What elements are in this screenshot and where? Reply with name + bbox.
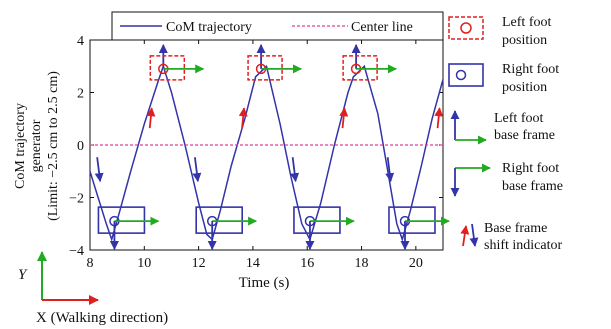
y-tick-label: 2 (77, 87, 84, 102)
legend-left-foot-icon (448, 16, 484, 40)
legend-left-foot-label-2: position (502, 33, 547, 48)
legend-right-foot-icon (448, 63, 484, 87)
shift-indicator-down (192, 157, 202, 183)
legend-shift-label-1: Base frame (484, 221, 547, 236)
shift-indicator-up (146, 107, 156, 129)
x-tick-label: 14 (246, 256, 260, 271)
right-foot-box (97, 206, 146, 234)
y-tick-label: −2 (69, 192, 84, 207)
y-tick-label: −4 (69, 244, 84, 259)
legend-right: Left foot position Right foot position L… (448, 15, 563, 253)
y-axis-title-line-3: (Limit: −2.5 cm to 2.5 cm) (46, 71, 61, 221)
left-foot-box (342, 55, 378, 81)
shift-indicator-up (434, 107, 444, 129)
legend-label-com: CoM trajectory (166, 20, 252, 35)
coordinate-axes-glyph: Y X (Walking direction) (18, 251, 168, 326)
legend-right-foot-label-1: Right foot (502, 62, 559, 77)
y-tick-label: 0 (77, 139, 84, 154)
y-axis-title-line-1: CoM trajectory (13, 103, 28, 189)
legend-right-foot-circle (455, 69, 467, 81)
left-foot-box (247, 55, 283, 81)
legend-shift-label-2: shift indicator (484, 238, 562, 253)
x-tick-label: 12 (192, 256, 206, 271)
x-tick-label: 18 (355, 256, 369, 271)
x-tick-label: 16 (300, 256, 314, 271)
legend-box (111, 11, 444, 41)
shift-indicator-down (94, 157, 104, 183)
legend-left-foot-circle (460, 22, 472, 34)
x-axis-title: Time (s) (239, 275, 290, 291)
x-tick-label: 8 (87, 256, 94, 271)
legend-shift-arrow-down (469, 223, 479, 247)
shift-indicator-up (238, 107, 248, 129)
y-direction-label: Y (18, 267, 28, 283)
left-foot-box (149, 55, 186, 81)
legend-right-base-label-2: base frame (502, 179, 563, 194)
legend-right-base-label-1: Right foot (502, 161, 559, 176)
x-tick-label: 10 (137, 256, 151, 271)
com-trajectory-line (89, 63, 444, 243)
shift-indicator-down (385, 157, 395, 183)
shift-indicator-down (290, 157, 300, 183)
x-direction-label: X (Walking direction) (36, 310, 168, 326)
legend-left-base-label-1: Left foot (494, 111, 543, 126)
shift-indicator-up (339, 107, 349, 129)
y-axis-title: CoM trajectory generator (Limit: −2.5 cm… (13, 71, 61, 221)
right-foot-box (195, 206, 243, 234)
x-tick-label: 20 (409, 256, 423, 271)
legend-shift-arrow-up (460, 225, 470, 247)
legend-left-base-label-2: base frame (494, 128, 555, 143)
legend-right-foot-label-2: position (502, 80, 547, 95)
right-foot-box (293, 206, 341, 234)
y-tick-label: 4 (77, 34, 84, 49)
legend-top: CoM trajectory Center line (111, 11, 444, 41)
legend-label-center: Center line (351, 20, 413, 35)
right-foot-box (388, 206, 436, 234)
plot-marks (89, 43, 450, 251)
y-axis-title-line-2: generator (29, 119, 44, 172)
axis-ticks: 8 10 12 14 16 18 20 −4 −2 0 2 4 (69, 34, 443, 271)
legend-left-foot-label-1: Left foot (502, 15, 551, 30)
